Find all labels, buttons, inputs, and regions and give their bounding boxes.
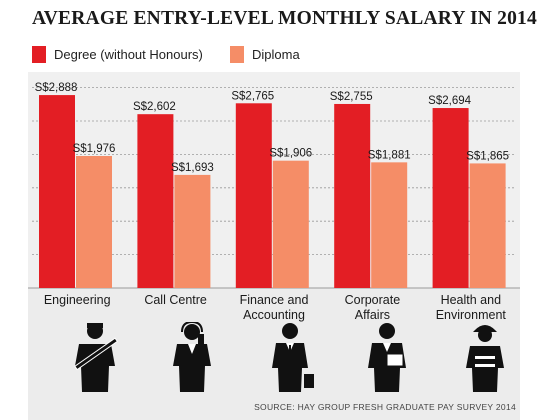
legend-swatch-degree — [32, 46, 46, 63]
category-label-0: Engineering — [29, 293, 125, 308]
data-label-diploma-4: S$1,865 — [466, 150, 509, 162]
bar-diploma-1 — [174, 174, 211, 288]
category-label-line: Call Centre — [144, 293, 207, 307]
category-label-line: Corporate — [344, 293, 401, 307]
data-label-degree-0: S$2,888 — [35, 82, 78, 94]
legend-item-degree: Degree (without Honours) — [32, 46, 203, 63]
category-label-3: Corporate Affairs — [324, 293, 420, 323]
chart-frame: AVERAGE ENTRY-LEVEL MONTHLY SALARY IN 20… — [28, 0, 537, 420]
legend-item-diploma: Diploma — [230, 46, 300, 63]
data-label-degree-3: S$2,755 — [330, 91, 373, 103]
category-label-line: Finance and — [239, 293, 309, 307]
data-label-diploma-0: S$1,976 — [73, 143, 116, 155]
category-label-line: Environment — [435, 308, 506, 322]
call-centre-agent-icon — [173, 322, 211, 392]
bar-degree-1 — [137, 114, 174, 288]
legend-label-diploma: Diploma — [252, 47, 300, 62]
businessman-with-folder-icon — [368, 323, 406, 392]
businessman-with-briefcase-icon — [272, 323, 314, 392]
bar-degree-3 — [334, 103, 371, 288]
category-label-line: Health and — [440, 293, 502, 307]
data-label-degree-1: S$2,602 — [133, 101, 176, 113]
bar-diploma-3 — [371, 162, 408, 288]
bar-diploma-0 — [76, 156, 112, 288]
engineer-with-pipe-icon — [74, 323, 119, 392]
bar-degree-2 — [235, 103, 272, 288]
bar-chart: S$2,888 S$1,976 S$2,602 S$1,693 S$2,765 S$1,9… — [28, 82, 520, 289]
legend-swatch-diploma — [230, 46, 244, 63]
source-note: SOURCE: HAY GROUP FRESH GRADUATE PAY SUR… — [254, 402, 516, 412]
bar-degree-4 — [432, 108, 469, 288]
category-label-line: Affairs — [354, 308, 390, 322]
data-label-diploma-2: S$1,906 — [269, 148, 312, 160]
legend: Degree (without Honours) Diploma — [32, 46, 512, 66]
bar-diploma-4 — [469, 163, 506, 288]
data-label-diploma-1: S$1,693 — [171, 162, 214, 174]
category-label-line: Engineering — [43, 293, 111, 307]
category-label-line: Accounting — [243, 308, 305, 322]
data-label-diploma-3: S$1,881 — [368, 149, 411, 161]
data-label-degree-2: S$2,765 — [231, 90, 274, 102]
data-label-degree-4: S$2,694 — [428, 95, 471, 107]
chart-title: AVERAGE ENTRY-LEVEL MONTHLY SALARY IN 20… — [32, 8, 537, 29]
category-label-2: Finance and Accounting — [226, 293, 322, 323]
worker-with-hard-hat-icon — [466, 325, 504, 392]
bar-diploma-2 — [272, 160, 309, 288]
category-label-1: Call Centre — [128, 293, 224, 308]
bar-degree-0 — [39, 95, 75, 288]
legend-label-degree: Degree (without Honours) — [54, 47, 203, 62]
category-label-4: Health and Environment — [423, 293, 519, 323]
